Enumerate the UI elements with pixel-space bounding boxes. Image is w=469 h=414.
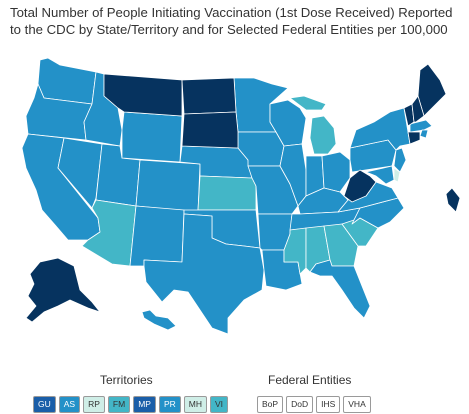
state-rhode-island[interactable] [419, 129, 429, 139]
state-ohio[interactable] [321, 151, 351, 193]
state-michigan-upper[interactable] [289, 95, 327, 111]
territory-chip-as[interactable]: AS [58, 396, 81, 413]
state-new-mexico[interactable] [129, 205, 185, 267]
federal-entities-heading: Federal Entities [268, 373, 352, 387]
states-medium [21, 57, 433, 335]
state-delaware[interactable] [393, 167, 401, 183]
state-hawaii[interactable] [141, 309, 177, 331]
state-new-jersey[interactable] [393, 147, 407, 173]
state-kansas[interactable] [197, 175, 257, 211]
state-maryland[interactable] [365, 165, 395, 185]
state-colorado[interactable] [135, 159, 201, 213]
territory-chip-vi[interactable]: VI [209, 396, 229, 413]
state-north-dakota[interactable] [181, 77, 237, 115]
state-new-hampshire[interactable] [411, 95, 425, 123]
state-nevada[interactable] [57, 137, 103, 209]
state-florida[interactable] [309, 259, 371, 319]
territory-chip-mp[interactable]: MP [133, 396, 156, 413]
territories-legend: GU AS RP FM MP PR MH VI [33, 396, 229, 413]
territories-heading: Territories [100, 373, 153, 387]
state-michigan[interactable] [309, 115, 337, 155]
state-south-dakota[interactable] [181, 111, 239, 149]
federal-chip-bop[interactable]: BoP [257, 396, 284, 413]
territory-chip-fm[interactable]: FM [107, 396, 131, 413]
state-alaska[interactable] [25, 257, 101, 323]
state-connecticut[interactable] [407, 131, 421, 145]
territory-chip-gu[interactable]: GU [33, 396, 56, 413]
state-wyoming[interactable] [121, 111, 183, 163]
federal-entities-legend: BoP DoD IHS VHA [257, 396, 371, 413]
state-maine[interactable] [417, 63, 447, 117]
federal-chip-ihs[interactable]: IHS [316, 396, 341, 413]
territory-pr-region[interactable] [445, 187, 461, 213]
state-west-virginia[interactable] [343, 169, 377, 203]
territory-chip-mh[interactable]: MH [183, 396, 207, 413]
state-massachusetts[interactable] [409, 119, 433, 133]
territory-chip-pr[interactable]: PR [158, 396, 181, 413]
map-title: Total Number of People Initiating Vaccin… [10, 5, 453, 37]
federal-chip-vha[interactable]: VHA [343, 396, 371, 413]
states-darkest [25, 63, 461, 323]
territory-chip-rp[interactable]: RP [83, 396, 105, 413]
federal-chip-dod[interactable]: DoD [286, 396, 314, 413]
state-washington[interactable] [37, 57, 97, 105]
state-texas[interactable] [143, 213, 265, 335]
